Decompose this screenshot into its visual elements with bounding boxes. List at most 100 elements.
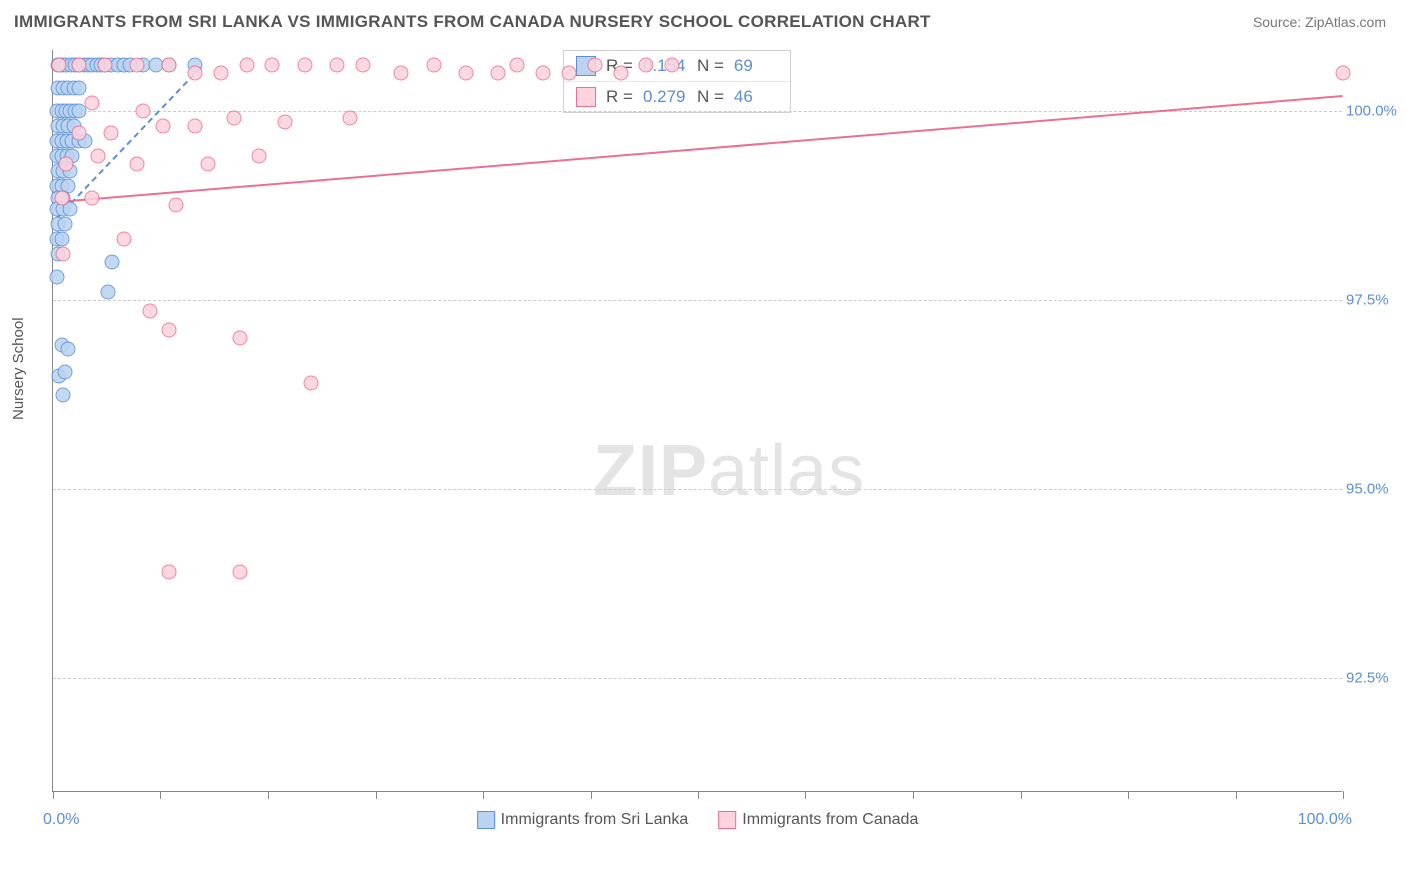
data-point	[213, 65, 228, 80]
data-point	[162, 58, 177, 73]
data-point	[84, 190, 99, 205]
data-point	[57, 364, 72, 379]
legend-swatch-icon	[718, 811, 736, 829]
data-point	[587, 58, 602, 73]
data-point	[278, 114, 293, 129]
x-tick	[1236, 791, 1237, 799]
data-point	[639, 58, 654, 73]
y-axis-label: Nursery School	[10, 317, 27, 420]
legend-label: Immigrants from Sri Lanka	[501, 811, 689, 828]
stat-r-value: 0.279	[643, 87, 687, 107]
stat-n-value: 69	[734, 56, 778, 76]
data-point	[613, 65, 628, 80]
data-point	[226, 111, 241, 126]
gridline-horizontal	[53, 300, 1342, 301]
data-point	[57, 217, 72, 232]
data-point	[233, 565, 248, 580]
stats-row: R = 0.279 N = 46	[564, 82, 790, 112]
data-point	[129, 156, 144, 171]
data-point	[297, 58, 312, 73]
x-tick	[913, 791, 914, 799]
x-axis-max-label: 100.0%	[1298, 811, 1352, 829]
x-tick	[483, 791, 484, 799]
data-point	[71, 80, 86, 95]
data-point	[458, 65, 473, 80]
x-tick	[805, 791, 806, 799]
data-point	[97, 58, 112, 73]
data-point	[665, 58, 680, 73]
data-point	[233, 330, 248, 345]
stat-n-value: 46	[734, 87, 778, 107]
gridline-horizontal	[53, 489, 1342, 490]
chart-plot-area: ZIPatlas R =0.154N =69R =0.279N =46 0.0%…	[52, 50, 1342, 792]
data-point	[49, 270, 64, 285]
data-point	[91, 149, 106, 164]
data-point	[162, 565, 177, 580]
x-axis-min-label: 0.0%	[43, 811, 79, 829]
y-tick-label: 95.0%	[1346, 481, 1398, 498]
stat-n-label: N =	[697, 56, 724, 76]
data-point	[136, 103, 151, 118]
data-point	[162, 323, 177, 338]
y-tick-label: 97.5%	[1346, 291, 1398, 308]
data-point	[342, 111, 357, 126]
data-point	[52, 58, 67, 73]
data-point	[56, 387, 71, 402]
x-tick	[591, 791, 592, 799]
data-point	[329, 58, 344, 73]
x-tick	[698, 791, 699, 799]
data-point	[200, 156, 215, 171]
source-attribution: Source: ZipAtlas.com	[1253, 14, 1386, 30]
data-point	[61, 342, 76, 357]
data-point	[105, 255, 120, 270]
data-point	[116, 232, 131, 247]
data-point	[58, 156, 73, 171]
data-point	[1336, 65, 1351, 80]
legend-item: Immigrants from Canada	[718, 811, 918, 829]
x-tick	[53, 791, 54, 799]
x-tick	[1343, 791, 1344, 799]
watermark-text: ZIPatlas	[593, 430, 865, 512]
data-point	[491, 65, 506, 80]
data-point	[56, 247, 71, 262]
data-point	[84, 96, 99, 111]
data-point	[304, 376, 319, 391]
data-point	[155, 118, 170, 133]
data-point	[168, 198, 183, 213]
legend-label: Immigrants from Canada	[742, 811, 918, 828]
stat-r-label: R =	[606, 87, 633, 107]
legend: Immigrants from Sri Lanka Immigrants from…	[477, 811, 919, 829]
data-point	[129, 58, 144, 73]
data-point	[55, 190, 70, 205]
data-point	[71, 58, 86, 73]
x-tick	[160, 791, 161, 799]
data-point	[252, 149, 267, 164]
chart-title: IMMIGRANTS FROM SRI LANKA VS IMMIGRANTS …	[14, 12, 931, 32]
legend-swatch-icon	[576, 87, 596, 107]
gridline-horizontal	[53, 678, 1342, 679]
data-point	[55, 232, 70, 247]
data-point	[394, 65, 409, 80]
data-point	[142, 304, 157, 319]
data-point	[187, 65, 202, 80]
data-point	[536, 65, 551, 80]
data-point	[562, 65, 577, 80]
y-tick-label: 100.0%	[1346, 102, 1398, 119]
data-point	[265, 58, 280, 73]
x-tick	[1021, 791, 1022, 799]
x-tick	[376, 791, 377, 799]
y-tick-label: 92.5%	[1346, 670, 1398, 687]
data-point	[355, 58, 370, 73]
watermark-bold: ZIP	[593, 431, 708, 511]
legend-swatch-icon	[477, 811, 495, 829]
data-point	[239, 58, 254, 73]
data-point	[104, 126, 119, 141]
data-point	[426, 58, 441, 73]
legend-item: Immigrants from Sri Lanka	[477, 811, 689, 829]
data-point	[187, 118, 202, 133]
watermark-rest: atlas	[708, 431, 865, 511]
stat-n-label: N =	[697, 87, 724, 107]
x-tick	[1128, 791, 1129, 799]
data-point	[71, 126, 86, 141]
x-tick	[268, 791, 269, 799]
